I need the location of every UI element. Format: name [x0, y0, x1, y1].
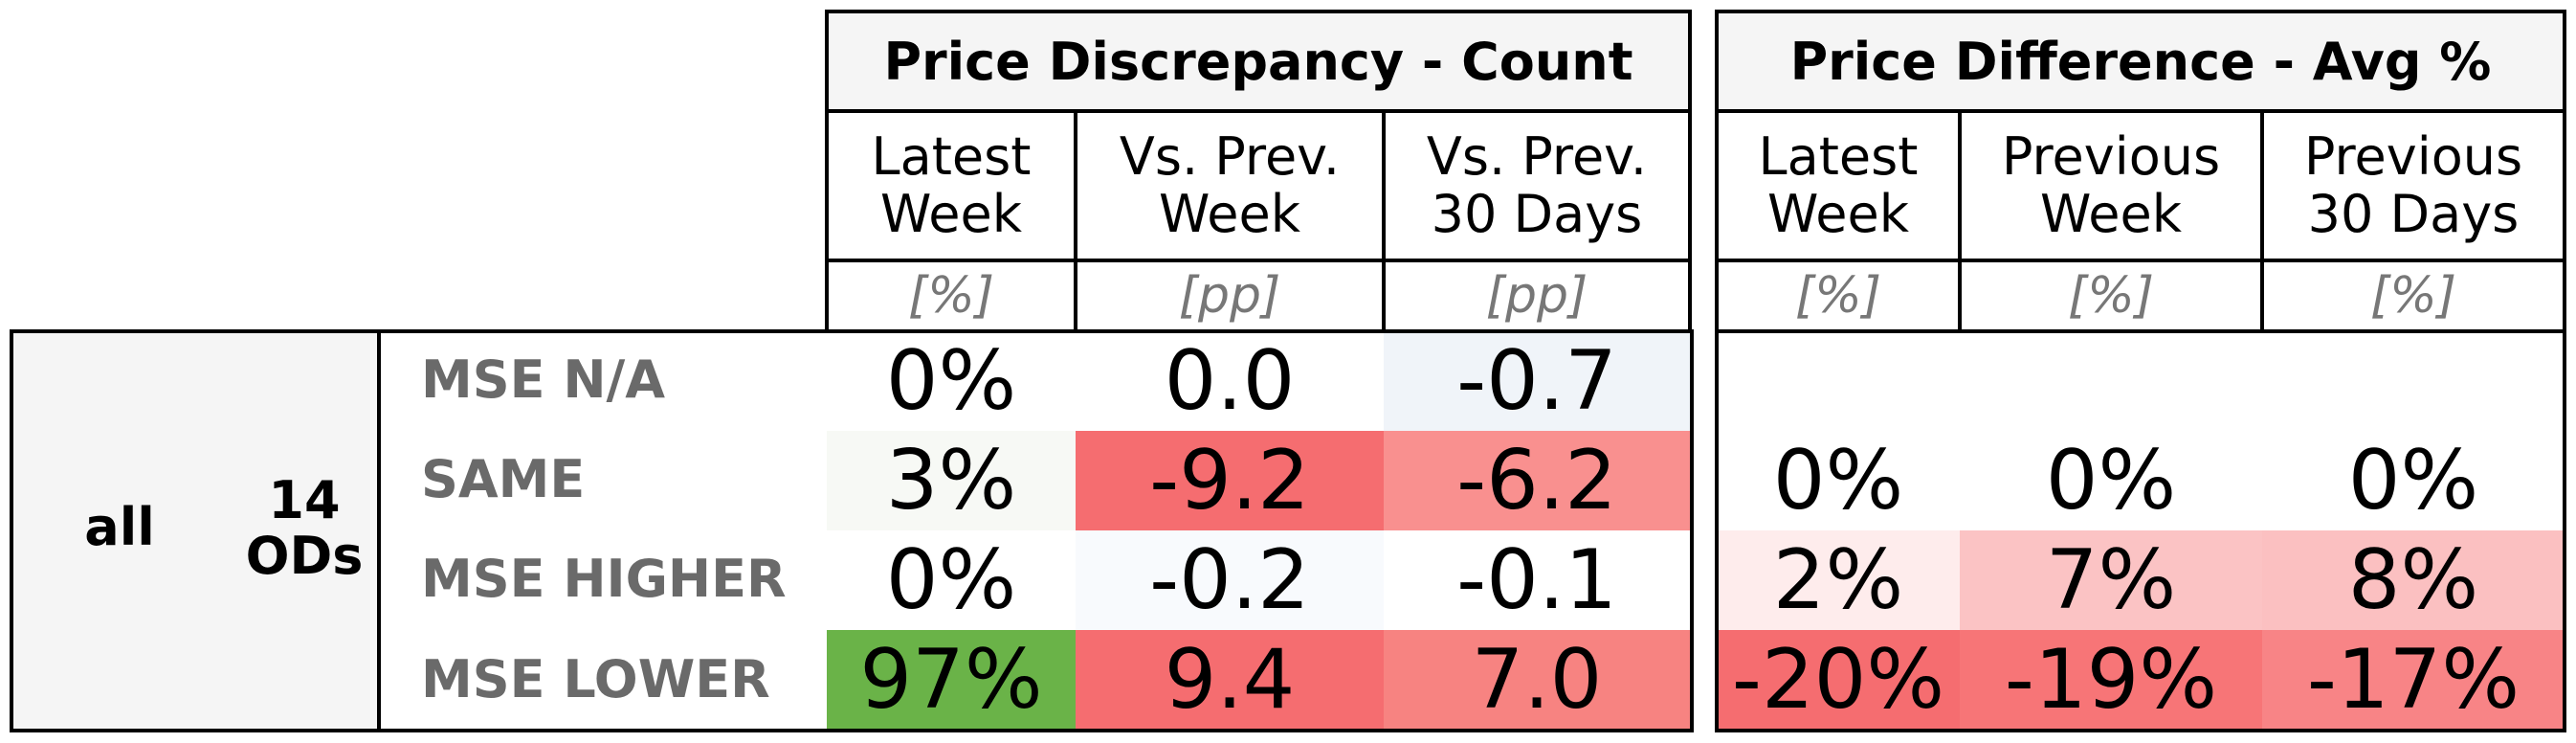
row-label-mse-lower: MSE LOWER [421, 649, 770, 709]
avg-cell-mse-na-latest [1717, 331, 1960, 431]
table1-unit-vs-prev-30: [pp] [1382, 259, 1692, 333]
table2-unit-latest-week: [%] [1715, 259, 1962, 333]
table1-col-vs-prev-30: Vs. Prev. 30 Days [1382, 109, 1692, 262]
table2-col-latest-week: Latest Week [1715, 109, 1962, 262]
table2-col-previous-30: Previous 30 Days [2260, 109, 2566, 262]
group-panel [11, 329, 379, 731]
avg-cell-same-prev-30: 0% [2262, 431, 2565, 530]
table1-col-latest-week: Latest Week [825, 109, 1077, 262]
avg-cell-mse-na-prev-30 [2262, 331, 2565, 431]
count-cell-mse-na-vs-prev-week: 0.0 [1076, 331, 1384, 431]
group-ods-label: 14 ODs [245, 470, 364, 586]
avg-cell-mse-lower-prev-30: -17% [2262, 630, 2565, 729]
avg-cell-mse-lower-latest: -20% [1717, 630, 1960, 729]
count-cell-mse-higher-vs-prev-week: -0.2 [1076, 530, 1384, 630]
row-label-mse-na: MSE N/A [421, 349, 666, 410]
count-cell-mse-lower-vs-prev-30: 7.0 [1384, 630, 1690, 729]
count-cell-same-vs-prev-30: -6.2 [1384, 431, 1690, 530]
table2-col-previous-week: Previous Week [1958, 109, 2264, 262]
table1-unit-latest-week: [%] [825, 259, 1077, 333]
count-cell-mse-na-vs-prev-30: -0.7 [1384, 331, 1690, 431]
count-cell-same-vs-prev-week: -9.2 [1076, 431, 1384, 530]
table1-unit-vs-prev-week: [pp] [1074, 259, 1386, 333]
table2-title: Price Difference - Avg % [1715, 10, 2566, 113]
avg-cell-same-latest: 0% [1717, 431, 1960, 530]
row-label-mse-higher: MSE HIGHER [421, 548, 787, 609]
avg-cell-same-prev-week: 0% [1960, 431, 2262, 530]
avg-cell-mse-higher-prev-week: 7% [1960, 530, 2262, 630]
avg-cell-mse-higher-prev-30: 8% [2262, 530, 2565, 630]
count-cell-mse-higher-vs-prev-30: -0.1 [1384, 530, 1690, 630]
count-cell-mse-lower-vs-prev-week: 9.4 [1076, 630, 1384, 729]
row-label-same: SAME [421, 448, 586, 509]
avg-cell-mse-lower-prev-week: -19% [1960, 630, 2262, 729]
table1-col-vs-prev-week: Vs. Prev. Week [1074, 109, 1386, 262]
table2-unit-previous-week: [%] [1958, 259, 2264, 333]
count-cell-mse-lower-latest: 97% [827, 630, 1076, 729]
count-cell-mse-higher-latest: 0% [827, 530, 1076, 630]
count-cell-same-latest: 3% [827, 431, 1076, 530]
group-all-label: all [84, 496, 155, 557]
avg-cell-mse-higher-latest: 2% [1717, 530, 1960, 630]
table1-title: Price Discrepancy - Count [825, 10, 1692, 113]
avg-cell-mse-na-prev-week [1960, 331, 2262, 431]
count-cell-mse-na-latest: 0% [827, 331, 1076, 431]
table2-unit-previous-30: [%] [2260, 259, 2566, 333]
group-divider [377, 329, 381, 732]
